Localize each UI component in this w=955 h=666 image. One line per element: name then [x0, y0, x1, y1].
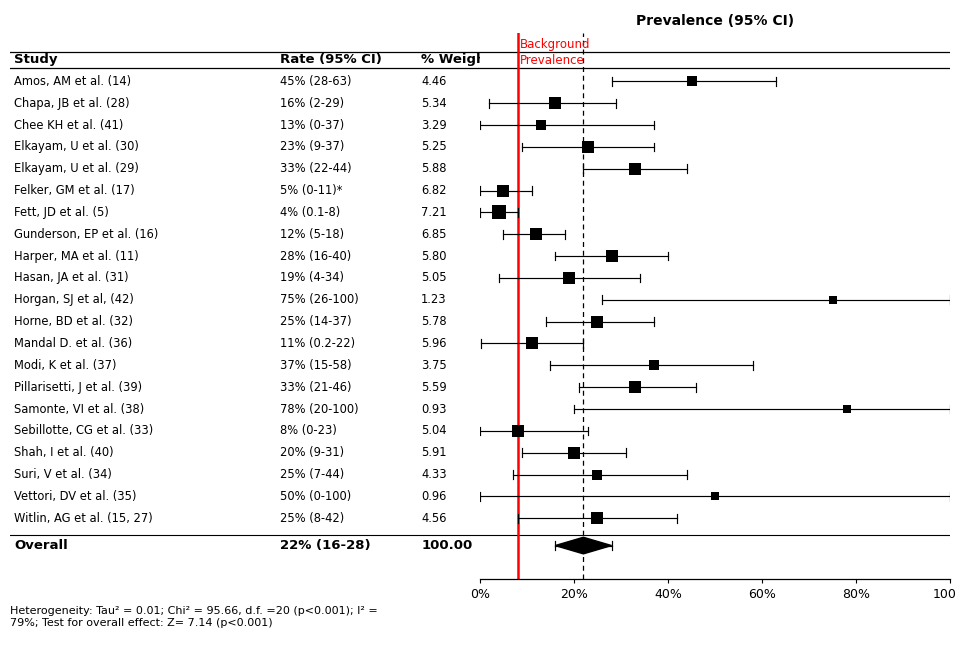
- Text: 5.88: 5.88: [421, 163, 447, 175]
- Point: [529, 229, 544, 240]
- Text: 78% (20-100): 78% (20-100): [280, 402, 359, 416]
- Text: 7.21: 7.21: [421, 206, 447, 219]
- Text: 3.29: 3.29: [421, 119, 447, 132]
- Text: Sebillotte, CG et al. (33): Sebillotte, CG et al. (33): [14, 424, 154, 438]
- Text: Mandal D. et al. (36): Mandal D. et al. (36): [14, 337, 133, 350]
- Text: 4.56: 4.56: [421, 511, 447, 525]
- Text: 25% (8-42): 25% (8-42): [280, 511, 344, 525]
- Text: 25% (7-44): 25% (7-44): [280, 468, 344, 481]
- Text: Background
Prevalence: Background Prevalence: [520, 38, 590, 67]
- Text: 5.25: 5.25: [421, 141, 447, 153]
- Text: Pillarisetti, J et al. (39): Pillarisetti, J et al. (39): [14, 381, 142, 394]
- Text: Heterogeneity: Tau² = 0.01; Chi² = 95.66, d.f. =20 (p<0.001); I² =
79%; Test for: Heterogeneity: Tau² = 0.01; Chi² = 95.66…: [10, 606, 377, 627]
- Text: 6.85: 6.85: [421, 228, 447, 241]
- Text: 19% (4-34): 19% (4-34): [280, 272, 344, 284]
- Text: 5.78: 5.78: [421, 315, 447, 328]
- Text: Horne, BD et al. (32): Horne, BD et al. (32): [14, 315, 134, 328]
- Text: 3.75: 3.75: [421, 359, 447, 372]
- Text: Rate (95% CI): Rate (95% CI): [280, 53, 382, 66]
- Text: 4% (0.1-8): 4% (0.1-8): [280, 206, 340, 219]
- Text: 5.34: 5.34: [421, 97, 447, 110]
- Text: 5.96: 5.96: [421, 337, 447, 350]
- Text: 5.04: 5.04: [421, 424, 447, 438]
- Text: Elkayam, U et al. (29): Elkayam, U et al. (29): [14, 163, 139, 175]
- Text: 5.05: 5.05: [421, 272, 447, 284]
- Point: [524, 338, 540, 349]
- Text: % Weight: % Weight: [421, 53, 492, 66]
- Text: 4.33: 4.33: [421, 468, 447, 481]
- Text: 100.00: 100.00: [421, 539, 473, 552]
- Point: [647, 360, 662, 371]
- Point: [491, 207, 506, 218]
- Text: 33% (21-46): 33% (21-46): [280, 381, 351, 394]
- Text: 5.91: 5.91: [421, 446, 447, 460]
- Text: 5.80: 5.80: [421, 250, 447, 262]
- Text: Witlin, AG et al. (15, 27): Witlin, AG et al. (15, 27): [14, 511, 153, 525]
- Text: 5.59: 5.59: [421, 381, 447, 394]
- Text: 5% (0-11)*: 5% (0-11)*: [280, 184, 343, 197]
- Text: Samonte, VI et al. (38): Samonte, VI et al. (38): [14, 402, 144, 416]
- Point: [547, 98, 562, 109]
- Text: 6.82: 6.82: [421, 184, 447, 197]
- Text: 0.93: 0.93: [421, 402, 447, 416]
- Text: Felker, GM et al. (17): Felker, GM et al. (17): [14, 184, 135, 197]
- Point: [496, 185, 511, 196]
- Text: 13% (0-37): 13% (0-37): [280, 119, 344, 132]
- Text: 16% (2-29): 16% (2-29): [280, 97, 344, 110]
- Text: 75% (26-100): 75% (26-100): [280, 293, 359, 306]
- Text: 25% (14-37): 25% (14-37): [280, 315, 351, 328]
- Text: Horgan, SJ et al, (42): Horgan, SJ et al, (42): [14, 293, 134, 306]
- Text: Amos, AM et al. (14): Amos, AM et al. (14): [14, 75, 132, 88]
- Point: [590, 316, 605, 327]
- Point: [590, 470, 605, 480]
- Point: [534, 120, 549, 131]
- Point: [590, 513, 605, 523]
- Polygon shape: [555, 537, 611, 554]
- Text: 12% (5-18): 12% (5-18): [280, 228, 344, 241]
- Point: [581, 142, 596, 153]
- Text: Chapa, JB et al. (28): Chapa, JB et al. (28): [14, 97, 130, 110]
- Point: [708, 491, 723, 501]
- Text: Chee KH et al. (41): Chee KH et al. (41): [14, 119, 123, 132]
- Text: Shah, I et al. (40): Shah, I et al. (40): [14, 446, 114, 460]
- Text: 37% (15-58): 37% (15-58): [280, 359, 351, 372]
- Point: [825, 294, 840, 305]
- Point: [839, 404, 855, 414]
- Text: Fett, JD et al. (5): Fett, JD et al. (5): [14, 206, 109, 219]
- Point: [684, 76, 699, 87]
- Text: Vettori, DV et al. (35): Vettori, DV et al. (35): [14, 490, 137, 503]
- Point: [627, 163, 643, 174]
- Text: Study: Study: [14, 53, 57, 66]
- Point: [562, 272, 577, 283]
- Text: Elkayam, U et al. (30): Elkayam, U et al. (30): [14, 141, 139, 153]
- Text: Suri, V et al. (34): Suri, V et al. (34): [14, 468, 112, 481]
- Text: 0.96: 0.96: [421, 490, 447, 503]
- Text: 11% (0.2-22): 11% (0.2-22): [280, 337, 355, 350]
- Text: 28% (16-40): 28% (16-40): [280, 250, 351, 262]
- Point: [604, 251, 619, 262]
- Text: 45% (28-63): 45% (28-63): [280, 75, 351, 88]
- Point: [627, 382, 643, 392]
- Text: Hasan, JA et al. (31): Hasan, JA et al. (31): [14, 272, 129, 284]
- Text: Modi, K et al. (37): Modi, K et al. (37): [14, 359, 117, 372]
- Text: 50% (0-100): 50% (0-100): [280, 490, 351, 503]
- Text: Gunderson, EP et al. (16): Gunderson, EP et al. (16): [14, 228, 159, 241]
- Text: Harper, MA et al. (11): Harper, MA et al. (11): [14, 250, 139, 262]
- Text: 33% (22-44): 33% (22-44): [280, 163, 351, 175]
- Point: [566, 448, 582, 458]
- Text: Overall: Overall: [14, 539, 68, 552]
- Text: 23% (9-37): 23% (9-37): [280, 141, 345, 153]
- Text: 22% (16-28): 22% (16-28): [280, 539, 371, 552]
- Text: 4.46: 4.46: [421, 75, 447, 88]
- Title: Prevalence (95% CI): Prevalence (95% CI): [636, 14, 795, 28]
- Point: [510, 426, 525, 436]
- Text: 8% (0-23): 8% (0-23): [280, 424, 337, 438]
- Text: 1.23: 1.23: [421, 293, 447, 306]
- Text: 20% (9-31): 20% (9-31): [280, 446, 344, 460]
